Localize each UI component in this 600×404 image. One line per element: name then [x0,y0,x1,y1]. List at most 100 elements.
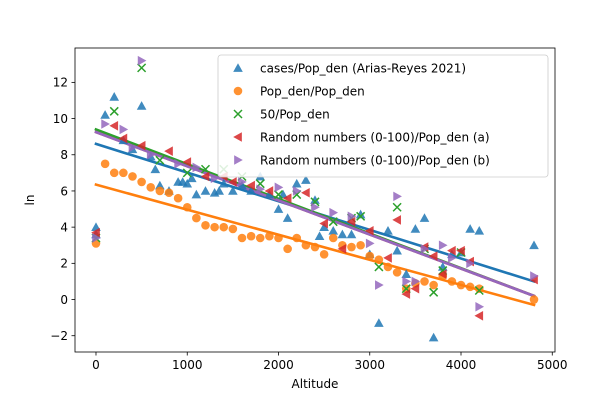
data-point [136,101,147,110]
data-point [200,171,210,182]
data-point [375,280,384,290]
data-point [356,211,366,221]
data-point [109,106,119,116]
x-axis-label: Altitude [292,377,339,391]
data-point [150,164,161,174]
x-tick-label: 0 [92,358,100,372]
data-point [447,245,456,256]
data-point [182,168,192,178]
data-point [182,202,192,212]
data-point [155,180,165,190]
data-point [428,251,438,261]
data-point [319,249,329,259]
data-point [137,63,147,73]
data-point [401,289,411,299]
data-point [100,110,110,119]
data-point [246,180,255,191]
data-point [237,233,247,243]
data-point [200,186,211,195]
data-point [246,186,256,195]
data-point [146,183,156,192]
data-point [137,55,147,66]
legend-entry: cases/Pop_den (Arias-Reyes 2021) [233,61,466,75]
data-point [155,155,165,165]
x-tick-label: 4000 [446,358,477,372]
data-point [365,251,375,261]
data-point [182,157,192,167]
data-point [356,240,365,250]
data-point [182,178,193,188]
data-point [337,244,347,254]
x-tick-label: 2000 [263,358,294,372]
y-tick-label: 4 [60,220,68,234]
y-tick-label: −2 [50,329,68,343]
data-point [255,233,265,243]
data-point [274,182,284,193]
data-point [383,262,393,272]
data-point [164,146,173,156]
data-point [100,159,110,169]
y-tick-label: 10 [53,112,68,126]
data-point [474,225,485,235]
data-point [328,233,338,243]
data-point [428,332,439,342]
data-point [465,224,475,233]
data-point [410,283,420,294]
data-point [374,318,384,327]
y-axis-ticks: −2 0 2 4 6 8 10 12 [50,76,75,343]
data-point [529,295,539,304]
data-point [465,282,475,292]
data-points [91,55,539,342]
series-5-points [92,55,539,312]
data-point [474,311,484,321]
data-point [274,233,283,243]
data-point [137,177,146,187]
data-point [101,119,110,129]
legend-marker [233,109,243,119]
data-point [246,231,256,241]
data-point [310,242,320,252]
legend-entry: Random numbers (0-100)/Pop_den (b) [234,153,490,167]
data-point [374,255,384,265]
data-point [128,172,137,181]
data-point [192,162,202,173]
y-tick-label: 6 [60,184,68,198]
data-point [314,231,325,241]
legend-marker [233,132,242,142]
data-point [118,133,128,144]
data-point [301,175,311,184]
data-point [265,231,274,241]
data-point [530,271,539,281]
data-point [411,276,421,287]
data-point [475,301,485,312]
data-point [374,262,384,272]
data-point [256,184,266,194]
data-point [420,277,429,286]
data-point [91,227,100,238]
data-point [392,202,402,212]
data-point [392,268,402,277]
data-point [214,186,224,195]
data-point [219,222,229,232]
data-point [328,225,339,235]
series-5-fit-line [94,130,536,298]
data-point [429,287,439,297]
data-point [383,253,392,263]
data-point [328,217,338,227]
data-point [264,189,275,199]
data-point [364,225,374,236]
data-point [238,177,247,187]
legend-marker [234,155,243,165]
data-point [282,213,293,222]
data-point [128,142,138,153]
data-point [419,213,430,222]
legend-label: Pop_den/Pop_den [260,84,365,98]
data-point [291,178,302,188]
legend-label: Random numbers (0-100)/Pop_den (a) [260,130,490,144]
data-point [456,280,466,290]
data-point [292,186,302,196]
data-point [346,229,357,239]
data-point [337,229,348,239]
